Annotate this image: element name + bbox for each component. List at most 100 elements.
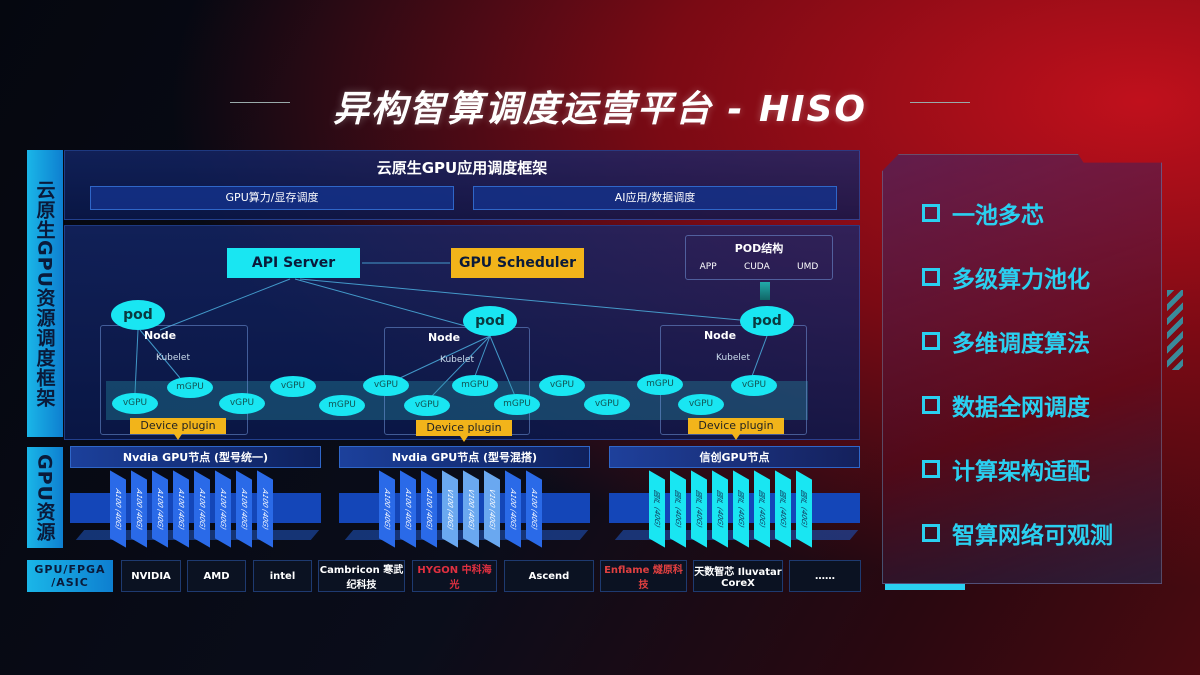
- gpu-card: 国产 (40G): [733, 470, 749, 548]
- pod-structure: POD结构 APP CUDA UMD: [685, 235, 833, 280]
- vendor-logo: NVIDIA: [121, 560, 181, 592]
- arrow-down-icon: [174, 434, 182, 440]
- vendor-logo: Cambricon 寒武纪科技: [318, 560, 405, 592]
- gpu-card: 国产 (40G): [712, 470, 728, 548]
- gpu-instance: vGPU: [678, 394, 724, 415]
- gpu-instance: vGPU: [539, 375, 585, 396]
- device-plugin: Device plugin: [416, 420, 512, 436]
- pod-app: APP: [699, 262, 717, 272]
- feature-item: 一池多芯: [922, 196, 1044, 230]
- checkbox-square-icon: [922, 524, 940, 542]
- arrow-down-icon: [732, 434, 740, 440]
- gpu-instance: vGPU: [112, 393, 158, 414]
- api-server-box: API Server: [227, 248, 360, 278]
- gpu-card: 国产 (40G): [796, 470, 812, 548]
- feature-item: 多维调度算法: [922, 324, 1090, 358]
- gpu-card: 国产 (40G): [775, 470, 791, 548]
- gpu-card: A100 (40G): [400, 470, 416, 548]
- gpu-instance: mGPU: [452, 375, 498, 396]
- feature-label: 一池多芯: [952, 203, 1044, 229]
- node-label: Node: [143, 329, 177, 342]
- gpu-card: 国产 (40G): [670, 470, 686, 548]
- checkbox-square-icon: [922, 204, 940, 222]
- gpu-node-header: Nvdia GPU节点 (型号混搭): [339, 446, 590, 468]
- gpu-card: A100 (40G): [236, 470, 252, 548]
- gpu-node-header: 信创GPU节点: [609, 446, 860, 468]
- checkbox-square-icon: [922, 460, 940, 478]
- device-plugin: Device plugin: [130, 418, 226, 434]
- gpu-node-header: Nvdia GPU节点 (型号统一): [70, 446, 321, 468]
- gpu-instance: vGPU: [731, 375, 777, 396]
- vendor-logo: ……: [789, 560, 861, 592]
- features-panel: [882, 154, 1162, 584]
- feature-label: 计算架构适配: [952, 459, 1090, 485]
- node-label: Node: [427, 331, 461, 344]
- checkbox-square-icon: [922, 396, 940, 414]
- label-hardware: GPU/FPGA /ASIC: [27, 560, 113, 592]
- feature-label: 多维调度算法: [952, 331, 1090, 357]
- gpu-instance: mGPU: [319, 395, 365, 416]
- gpu-instance: vGPU: [584, 394, 630, 415]
- kubelet-label: Kubelet: [440, 355, 474, 365]
- label-gpu-resource: GPU资源: [27, 447, 63, 548]
- kubelet-label: Kubelet: [156, 353, 190, 363]
- vendor-logo: intel: [253, 560, 312, 592]
- feature-item: 智算网络可观测: [922, 516, 1113, 550]
- gpu-card: A100 (40G): [379, 470, 395, 548]
- label-cloud-native: 云原生GPU资源调度框架: [27, 150, 63, 437]
- pod-structure-title: POD结构: [734, 242, 784, 255]
- gpu-card: A100 (40G): [152, 470, 168, 548]
- arrow-down-icon: [460, 436, 468, 442]
- accent-bar: [885, 584, 965, 590]
- gpu-card: V100 (40G): [484, 470, 500, 548]
- feature-item: 多级算力池化: [922, 260, 1090, 294]
- vendor-logo: Enflame 燧原科技: [600, 560, 687, 592]
- gpu-card: 国产 (40G): [649, 470, 665, 548]
- gpu-card: A100 (40G): [173, 470, 189, 548]
- gpu-instance: vGPU: [404, 395, 450, 416]
- vendor-logo: HYGON 中科海光: [412, 560, 497, 592]
- checkbox-square-icon: [922, 332, 940, 350]
- gpu-instance: mGPU: [637, 374, 683, 395]
- gpu-instance: vGPU: [363, 375, 409, 396]
- gpu-card: V100 (40G): [463, 470, 479, 548]
- sub-ai-scheduling: AI应用/数据调度: [473, 186, 837, 210]
- gpu-card: 国产 (40G): [754, 470, 770, 548]
- pod: pod: [463, 306, 517, 336]
- gpu-card: A100 (40G): [194, 470, 210, 548]
- gpu-card: A100 (40G): [215, 470, 231, 548]
- vendor-logo: 天数智芯 Iluvatar CoreX: [693, 560, 783, 592]
- gpu-card: 国产 (40G): [691, 470, 707, 548]
- gpu-instance: vGPU: [219, 393, 265, 414]
- gpu-instance: mGPU: [167, 377, 213, 398]
- up-arrow-icon: [760, 282, 770, 300]
- gpu-card: A100 (40G): [526, 470, 542, 548]
- vendor-logo: AMD: [187, 560, 246, 592]
- checkbox-square-icon: [922, 268, 940, 286]
- gpu-card: A100 (40G): [505, 470, 521, 548]
- gpu-scheduler-box: GPU Scheduler: [451, 248, 584, 278]
- vendor-logo: Ascend: [504, 560, 594, 592]
- gpu-instance: vGPU: [270, 376, 316, 397]
- sub-gpu-scheduling: GPU算力/显存调度: [90, 186, 454, 210]
- gpu-card: A100 (40G): [257, 470, 273, 548]
- feature-label: 数据全网调度: [952, 395, 1090, 421]
- gpu-instance: mGPU: [494, 394, 540, 415]
- pod: pod: [740, 306, 794, 336]
- kubelet-label: Kubelet: [716, 353, 750, 363]
- feature-item: 计算架构适配: [922, 452, 1090, 486]
- pod-umd: UMD: [797, 262, 819, 272]
- title-decoration: [230, 102, 290, 103]
- node-label: Node: [703, 329, 737, 342]
- device-plugin: Device plugin: [688, 418, 784, 434]
- feature-label: 多级算力池化: [952, 267, 1090, 293]
- pod: pod: [111, 300, 165, 330]
- feature-label: 智算网络可观测: [952, 523, 1113, 549]
- gpu-card: A100 (40G): [110, 470, 126, 548]
- stripe-decoration: [1167, 290, 1183, 370]
- pod-cuda: CUDA: [743, 262, 770, 272]
- title-decoration: [910, 102, 970, 103]
- page-title: 异构智算调度运营平台 - HISO: [332, 89, 868, 130]
- framework-title: 云原生GPU应用调度框架: [376, 159, 548, 177]
